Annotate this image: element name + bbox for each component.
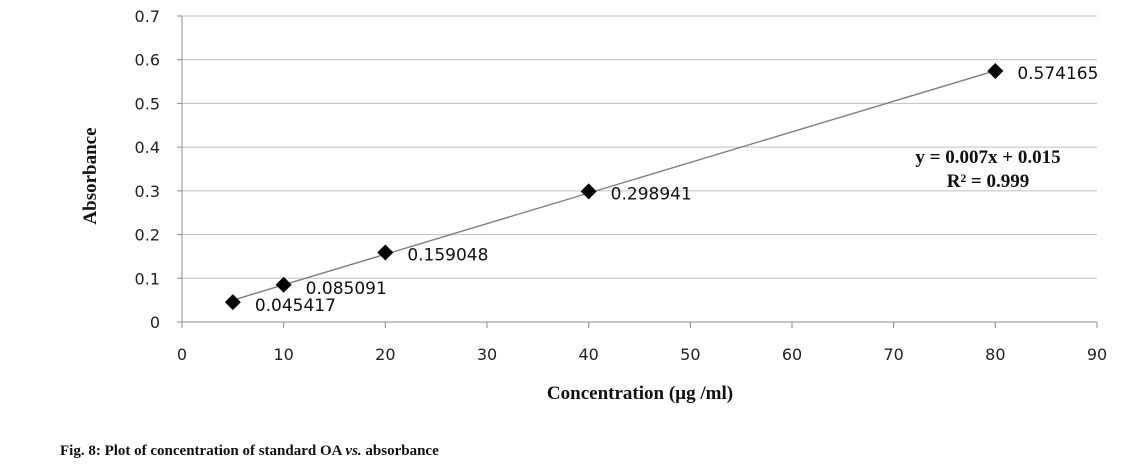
y-tick-6: 0.6 [135,51,160,70]
y-axis-title: Absorbance [80,127,101,224]
x-axis-title: Concentration (µg /ml) [547,383,733,404]
trendline-equation: y = 0.007x + 0.015 [915,147,1060,168]
x-tick-4: 40 [578,345,598,364]
point-label-2: 0.159048 [407,245,488,265]
data-points [224,63,1004,311]
x-tick-7: 70 [883,345,903,364]
point-label-3: 0.298941 [611,184,692,204]
y-tick-4: 0.4 [135,138,160,157]
caption-suffix: absorbance [361,443,439,459]
data-point-2 [377,244,394,261]
x-tick-labels: 0 10 20 30 40 50 60 70 80 90 [177,345,1107,364]
y-tick-3: 0.3 [135,182,160,201]
r-squared-label: R² = 0.999 [947,171,1030,192]
point-label-4: 0.574165 [1017,64,1098,84]
y-tick-7: 0.7 [135,7,160,26]
trendline [232,69,996,301]
caption-italic: vs. [345,443,362,459]
scatter-chart: 0 0.1 0.2 0.3 0.4 0.5 0.6 0.7 0 10 20 30 40 50 60 70 80… [80,7,1107,404]
x-tick-1: 10 [273,345,293,364]
y-tick-5: 0.5 [135,94,160,113]
x-tick-0: 0 [177,345,187,364]
y-tick-0: 0 [150,313,160,332]
caption-prefix: Fig. 8: Plot of concentration of standar… [60,443,346,459]
point-label-0: 0.045417 [255,296,336,316]
point-label-1: 0.085091 [306,279,387,299]
x-tick-2: 20 [375,345,395,364]
x-tick-9: 90 [1087,345,1107,364]
y-tick-2: 0.2 [135,226,160,245]
grid-lines [182,15,1097,279]
axes [177,15,1098,328]
x-tick-3: 30 [477,345,497,364]
data-point-3 [580,183,597,200]
x-tick-5: 50 [680,345,700,364]
data-point-1 [275,276,292,293]
x-tick-8: 80 [985,345,1005,364]
y-tick-1: 0.1 [135,269,160,288]
data-point-0 [224,294,241,311]
data-point-4 [987,63,1004,80]
y-tick-labels: 0 0.1 0.2 0.3 0.4 0.5 0.6 0.7 [135,7,160,332]
figure-caption: Fig. 8: Plot of concentration of standar… [60,443,439,460]
x-tick-6: 60 [782,345,802,364]
